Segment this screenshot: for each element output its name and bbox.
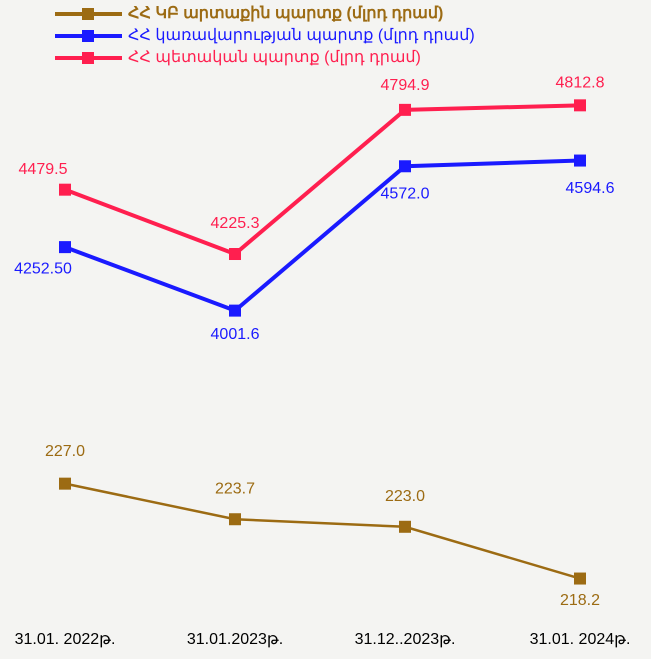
point-marker xyxy=(229,248,241,261)
x-tick-label: 31.01. 2024թ. xyxy=(530,631,631,648)
point-marker xyxy=(59,477,71,490)
legend-label: ՀՀ կառավարության պարտք (մլրդ դրամ) xyxy=(128,27,475,44)
series-line xyxy=(64,482,581,580)
data-label: 4001.6 xyxy=(211,326,260,343)
x-tick-label: 31.01. 2022թ. xyxy=(15,631,116,648)
point-marker xyxy=(229,513,241,526)
point-marker xyxy=(574,572,586,585)
data-label: 4572.0 xyxy=(381,185,430,202)
x-tick-label: 31.12..2023թ. xyxy=(355,631,456,648)
point-marker xyxy=(399,520,411,533)
data-label: 218.2 xyxy=(560,592,600,609)
data-label: 223.7 xyxy=(215,480,255,497)
legend-marker xyxy=(82,52,94,64)
data-label: 4594.6 xyxy=(566,180,615,197)
point-marker xyxy=(59,241,71,254)
legend-marker xyxy=(82,8,94,20)
data-label: 4252.50 xyxy=(14,260,72,277)
legend-label: ՀՀ ԿԲ արտաքին պարտք (մլրդ դրամ) xyxy=(128,5,443,22)
data-label: 4225.3 xyxy=(211,215,260,232)
data-label: 223.0 xyxy=(385,488,425,505)
series-line xyxy=(64,158,581,313)
point-marker xyxy=(574,99,586,112)
legend-marker xyxy=(82,30,94,42)
legend-label: ՀՀ պետական պարտք (մլրդ դրամ) xyxy=(128,49,421,66)
point-marker xyxy=(574,154,586,167)
data-label: 4479.5 xyxy=(19,161,68,178)
point-marker xyxy=(59,183,71,196)
point-marker xyxy=(229,304,241,317)
point-marker xyxy=(399,160,411,173)
data-label: 227.0 xyxy=(45,443,85,460)
series-line xyxy=(64,103,581,257)
point-marker xyxy=(399,103,411,116)
x-tick-label: 31.01.2023թ. xyxy=(187,631,283,648)
data-label: 4812.8 xyxy=(556,75,605,92)
data-label: 4794.9 xyxy=(381,77,430,94)
